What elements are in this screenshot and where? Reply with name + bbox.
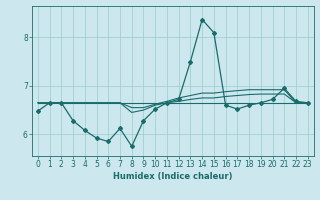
X-axis label: Humidex (Indice chaleur): Humidex (Indice chaleur) bbox=[113, 172, 233, 181]
